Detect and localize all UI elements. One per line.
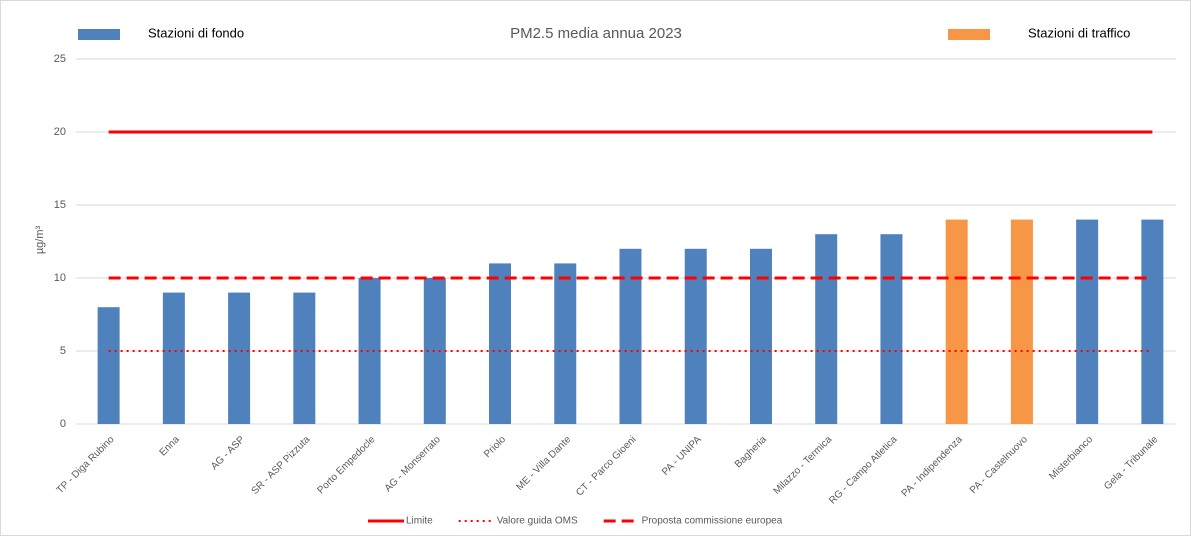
bar (1076, 219, 1099, 424)
bar (684, 248, 707, 424)
bar (554, 263, 577, 424)
bar (228, 292, 251, 424)
y-axis-label: µg/m³ (34, 225, 46, 254)
y-tick-label: 20 (54, 126, 66, 138)
legend-swatch (78, 29, 120, 40)
legend-label: Stazioni di fondo (148, 25, 244, 40)
bar (293, 292, 316, 424)
bar (749, 248, 772, 424)
chart-title: PM2.5 media annua 2023 (510, 25, 682, 42)
bar (162, 292, 185, 424)
bar (945, 219, 968, 424)
legend-label: Limite (406, 516, 433, 527)
legend-swatch (948, 29, 990, 40)
y-tick-label: 10 (54, 272, 66, 284)
bar (1141, 219, 1164, 424)
bar (619, 248, 642, 424)
bar (489, 263, 512, 424)
y-tick-label: 0 (60, 418, 66, 430)
bar (815, 234, 838, 424)
y-tick-label: 25 (54, 53, 66, 65)
bar (423, 278, 446, 424)
bar (880, 234, 903, 424)
bar (97, 307, 120, 424)
y-tick-label: 15 (54, 199, 66, 211)
bar (1010, 219, 1033, 424)
legend-label: Proposta commissione europea (642, 516, 783, 527)
legend-label: Stazioni di traffico (1028, 25, 1130, 40)
y-tick-label: 5 (60, 345, 66, 357)
bar (358, 278, 381, 424)
legend-label: Valore guida OMS (497, 516, 578, 527)
